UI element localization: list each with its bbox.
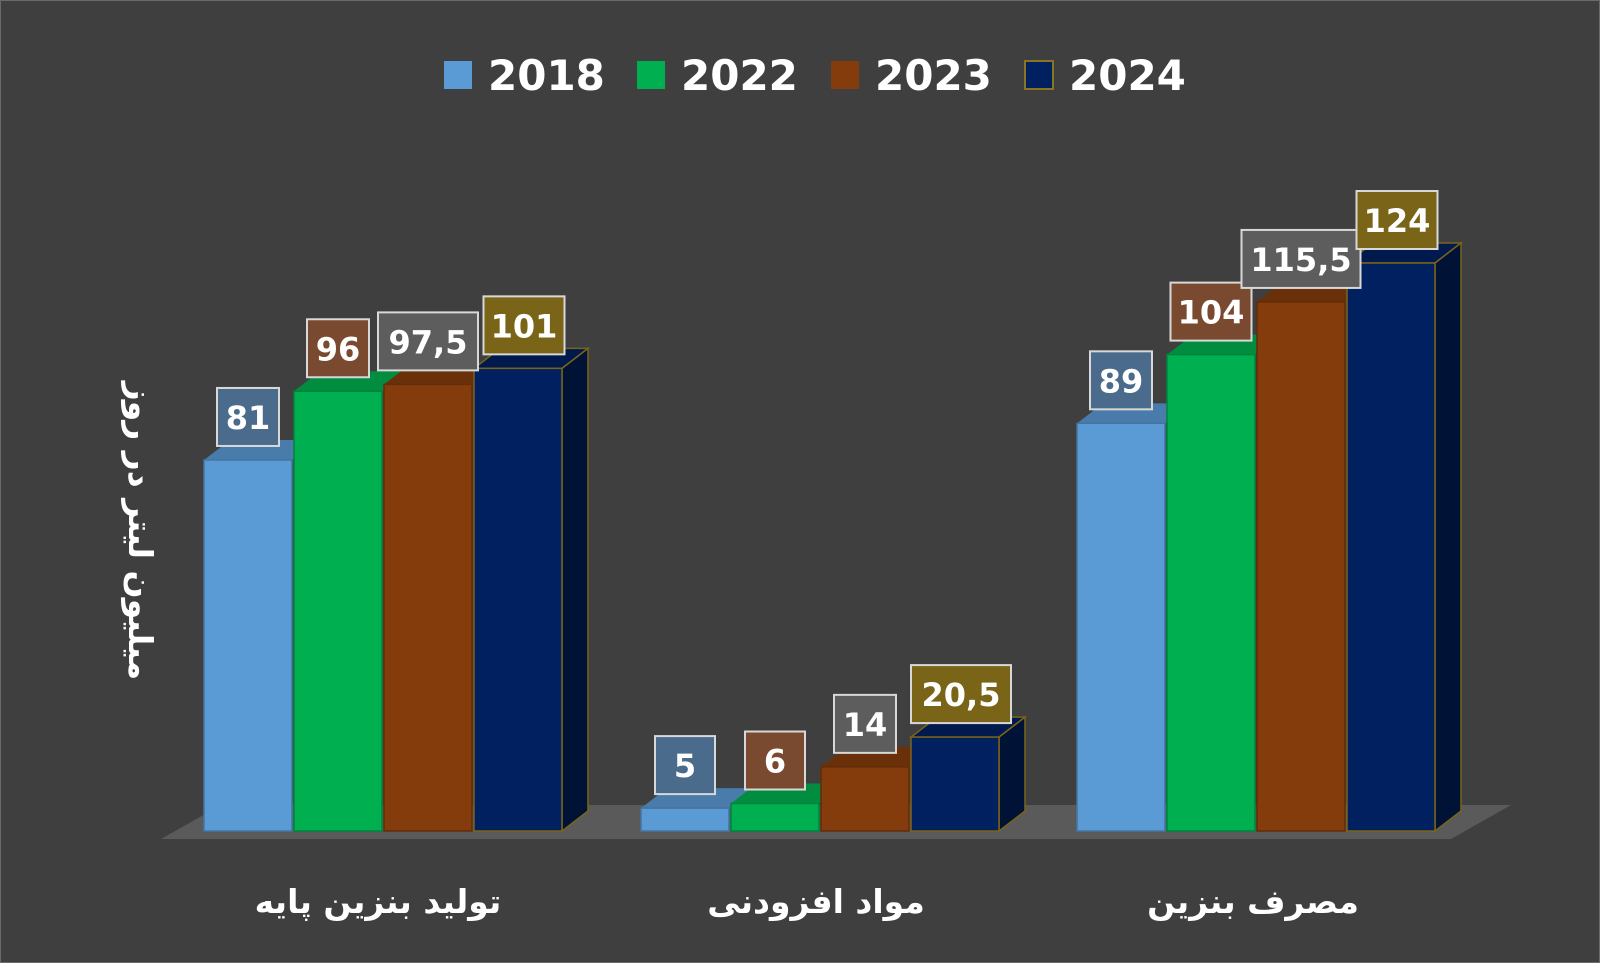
category-label-0: تولید بنزین پایه bbox=[255, 882, 502, 922]
data-label-2022-1: 6 bbox=[744, 730, 806, 791]
data-label-text: 115,5 bbox=[1250, 241, 1351, 279]
data-label-2022-0: 96 bbox=[306, 318, 370, 379]
bar-2018-0 bbox=[203, 439, 318, 832]
bar-2023-1 bbox=[820, 746, 935, 832]
legend-swatch-2023 bbox=[831, 61, 859, 89]
bar-front-face bbox=[1256, 301, 1346, 832]
data-label-box bbox=[1089, 350, 1153, 411]
data-label-text: 81 bbox=[226, 399, 271, 437]
data-label-2018-0: 81 bbox=[216, 386, 280, 447]
data-label-box bbox=[833, 693, 897, 754]
bar-front-face bbox=[910, 736, 1000, 832]
data-label-text: 104 bbox=[1178, 294, 1245, 332]
bar-2024-0 bbox=[471, 346, 591, 833]
data-label-2023-1: 14 bbox=[833, 693, 897, 754]
data-label-box bbox=[377, 311, 479, 372]
data-label-2024-0: 101 bbox=[482, 295, 566, 356]
legend-label-2022: 2022 bbox=[681, 51, 798, 100]
y-axis-label: میلیون لیتر در روز bbox=[120, 380, 160, 680]
legend-swatch-2022 bbox=[637, 61, 665, 89]
data-label-text: 89 bbox=[1099, 362, 1144, 400]
legend-label-2018: 2018 bbox=[488, 51, 605, 100]
category-label-1: مواد افزودنی bbox=[707, 882, 925, 922]
bar-front-face bbox=[383, 383, 473, 832]
data-label-box bbox=[216, 386, 280, 447]
data-label-box bbox=[654, 735, 716, 796]
data-label-text: 6 bbox=[764, 743, 786, 781]
bar-front-face bbox=[1346, 262, 1436, 832]
bar-2024-2 bbox=[1344, 241, 1464, 833]
data-label-text: 124 bbox=[1364, 202, 1431, 240]
bar-2024-1 bbox=[908, 715, 1028, 833]
bar-front-face bbox=[820, 766, 910, 832]
data-label-box bbox=[1355, 190, 1439, 250]
data-label-text: 5 bbox=[674, 747, 696, 785]
data-label-2022-2: 104 bbox=[1169, 281, 1253, 342]
bar-front-face bbox=[1166, 353, 1256, 832]
data-label-text: 14 bbox=[843, 706, 888, 744]
category-labels: تولید بنزین پایه مواد افزودنی مصرف بنزین bbox=[255, 882, 1359, 922]
legend-label-2024: 2024 bbox=[1069, 51, 1186, 100]
bar-front-face bbox=[293, 390, 383, 832]
data-label-text: 96 bbox=[316, 330, 361, 368]
bar-front-face bbox=[640, 807, 730, 832]
legend-swatch-2018 bbox=[444, 61, 472, 89]
bar-2023-0 bbox=[383, 364, 498, 832]
bar-side-face bbox=[561, 346, 589, 833]
data-label-box bbox=[482, 295, 566, 356]
legend-swatch-2024 bbox=[1024, 60, 1054, 90]
bar-front-face bbox=[473, 367, 563, 832]
data-label-2018-2: 89 bbox=[1089, 350, 1153, 411]
data-label-text: 97,5 bbox=[389, 323, 468, 361]
bar-side-face bbox=[1434, 241, 1462, 833]
data-label-text: 101 bbox=[491, 307, 558, 345]
data-label-2018-1: 5 bbox=[654, 735, 716, 796]
bar-2022-0 bbox=[293, 371, 408, 832]
bar-front-face bbox=[730, 802, 820, 832]
bar-2022-2 bbox=[1166, 334, 1281, 832]
data-label-text: 20,5 bbox=[922, 676, 1001, 714]
data-label-box bbox=[1169, 281, 1253, 342]
data-label-box bbox=[744, 730, 806, 791]
bar-front-face bbox=[203, 459, 293, 832]
legend: 2018 2022 2023 2024 bbox=[444, 51, 1186, 100]
data-label-2024-2: 124 bbox=[1355, 190, 1439, 250]
data-label-box bbox=[910, 664, 1012, 725]
bar-side-face bbox=[998, 715, 1026, 833]
data-label-2023-2: 115,5 bbox=[1240, 228, 1362, 289]
data-label-box bbox=[1240, 228, 1362, 289]
legend-label-2023: 2023 bbox=[875, 51, 992, 100]
bar-front-face bbox=[1076, 422, 1166, 832]
data-label-2023-0: 97,5 bbox=[377, 311, 479, 372]
data-label-box bbox=[306, 318, 370, 379]
category-label-2: مصرف بنزین bbox=[1147, 882, 1359, 922]
data-label-2024-1: 20,5 bbox=[910, 664, 1012, 725]
